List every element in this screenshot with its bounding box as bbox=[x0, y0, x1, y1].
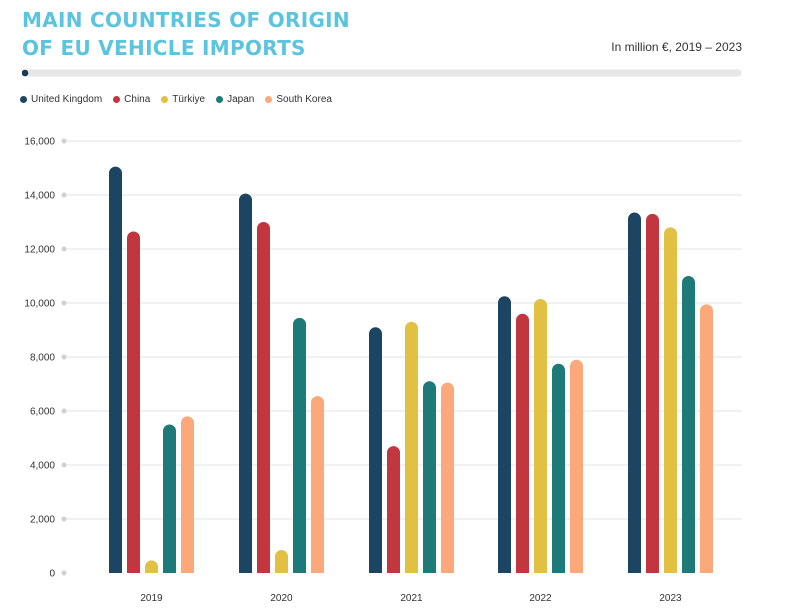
y-tick-label: 2,000 bbox=[30, 515, 55, 526]
y-tick-label: 12,000 bbox=[24, 245, 55, 256]
y-tick-label: 0 bbox=[49, 569, 55, 580]
legend-swatch bbox=[216, 95, 224, 103]
bar-japan-2021 bbox=[423, 381, 436, 573]
bar-t-rkiye-2019 bbox=[145, 560, 158, 573]
bar-united-kingdom-2021 bbox=[369, 327, 382, 573]
y-tick-dot bbox=[61, 138, 67, 144]
legend-swatch bbox=[20, 95, 27, 103]
y-tick-dot bbox=[61, 192, 67, 198]
bar-t-rkiye-2021 bbox=[405, 321, 418, 573]
chart-subtitle: In million €, 2019 – 2023 bbox=[611, 40, 742, 54]
y-tick-dot bbox=[61, 246, 67, 252]
chart-title-line-1: MAIN COUNTRIES OF ORIGIN bbox=[22, 8, 350, 32]
y-tick-label: 6,000 bbox=[30, 407, 55, 418]
bar-south-korea-2022 bbox=[570, 359, 583, 573]
bar-japan-2019 bbox=[163, 424, 176, 573]
y-tick-dot bbox=[61, 354, 67, 360]
legend-item-south-korea: South Korea bbox=[265, 94, 332, 105]
bar-china-2020 bbox=[257, 222, 270, 573]
y-tick-dot bbox=[61, 516, 67, 522]
bar-united-kingdom-2022 bbox=[498, 296, 511, 573]
bar-japan-2020 bbox=[293, 317, 306, 573]
x-tick-label: 2020 bbox=[270, 593, 293, 604]
bar-t-rkiye-2022 bbox=[534, 298, 547, 573]
progress-start-dot bbox=[22, 69, 29, 77]
y-tick-dot bbox=[61, 408, 67, 414]
bar-south-korea-2019 bbox=[181, 416, 194, 573]
bar-united-kingdom-2023 bbox=[628, 212, 641, 574]
legend-item-china: China bbox=[113, 94, 150, 105]
x-tick-label: 2019 bbox=[140, 593, 163, 604]
x-tick-label: 2023 bbox=[659, 593, 682, 604]
bar-japan-2023 bbox=[682, 276, 695, 573]
legend-swatch bbox=[265, 95, 273, 103]
legend-label: Türkiye bbox=[172, 93, 206, 105]
legend-label: South Korea bbox=[276, 93, 332, 105]
chart-title-line-2: OF EU VEHICLE IMPORTS bbox=[22, 36, 306, 60]
chart-title: MAIN COUNTRIES OF ORIGIN OF EU VEHICLE I… bbox=[22, 6, 350, 62]
bar-south-korea-2021 bbox=[441, 382, 454, 573]
bar-united-kingdom-2019 bbox=[109, 166, 122, 573]
y-tick-dot bbox=[61, 570, 67, 576]
legend-swatch bbox=[161, 95, 169, 103]
bar-united-kingdom-2020 bbox=[239, 193, 252, 573]
chart-legend: United Kingdom China Türkiye Japan South Kor… bbox=[20, 91, 343, 107]
bar-china-2019 bbox=[127, 231, 140, 573]
bar-t-rkiye-2023 bbox=[664, 227, 677, 573]
bar-china-2023 bbox=[646, 213, 659, 573]
legend-item-united-kingdom: United Kingdom bbox=[20, 94, 102, 105]
legend-swatch bbox=[113, 95, 121, 103]
y-tick-dot bbox=[61, 462, 67, 468]
legend-label: United Kingdom bbox=[31, 93, 103, 105]
legend-label: Japan bbox=[227, 93, 255, 105]
y-tick-label: 16,000 bbox=[24, 137, 55, 148]
bar-china-2021 bbox=[387, 446, 400, 573]
y-tick-dot bbox=[61, 300, 67, 306]
x-tick-label: 2021 bbox=[400, 593, 423, 604]
legend-item-japan: Japan bbox=[216, 94, 254, 105]
y-tick-label: 8,000 bbox=[30, 353, 55, 364]
y-tick-label: 10,000 bbox=[24, 299, 55, 310]
y-tick-label: 14,000 bbox=[24, 191, 55, 202]
x-tick-label: 2022 bbox=[529, 593, 552, 604]
bar-t-rkiye-2020 bbox=[275, 550, 288, 573]
legend-item-t-rkiye: Türkiye bbox=[161, 94, 205, 105]
bar-china-2022 bbox=[516, 313, 529, 573]
y-tick-label: 4,000 bbox=[30, 461, 55, 472]
progress-bar bbox=[22, 69, 742, 77]
bar-south-korea-2023 bbox=[700, 304, 713, 573]
legend-label: China bbox=[124, 93, 151, 105]
bar-japan-2022 bbox=[552, 363, 565, 573]
bar-south-korea-2020 bbox=[311, 396, 324, 573]
